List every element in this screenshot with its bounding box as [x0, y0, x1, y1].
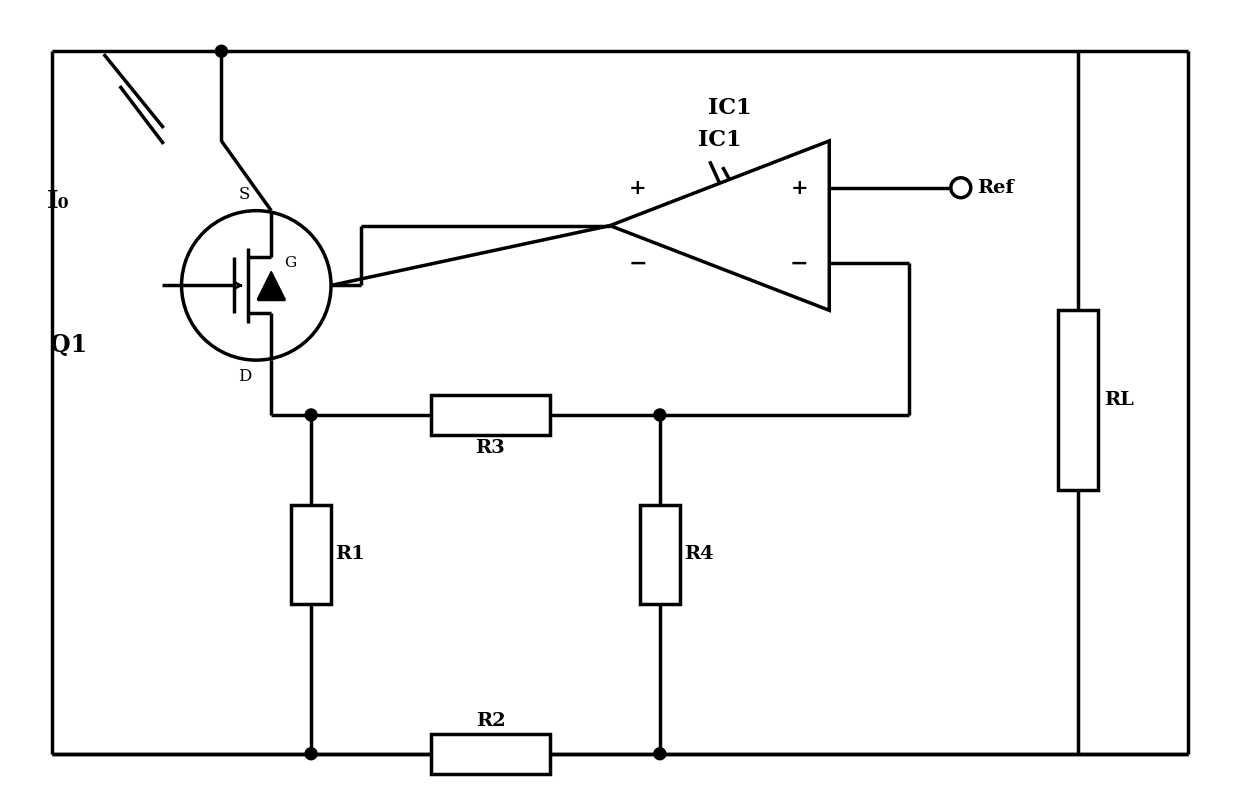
Bar: [430, 395, 551, 435]
Text: D: D: [238, 368, 250, 385]
Text: RL: RL: [1105, 391, 1135, 409]
Circle shape: [305, 748, 317, 760]
Circle shape: [305, 409, 317, 421]
Polygon shape: [257, 272, 285, 299]
Text: IC1: IC1: [698, 130, 742, 152]
Circle shape: [216, 45, 227, 57]
Bar: [640, 505, 680, 604]
Text: +: +: [791, 178, 808, 198]
Text: +: +: [629, 178, 647, 198]
Text: I₀: I₀: [47, 189, 69, 213]
Circle shape: [653, 748, 666, 760]
Text: G: G: [284, 257, 296, 270]
Text: R4: R4: [683, 545, 713, 563]
Bar: [291, 505, 331, 604]
Circle shape: [653, 409, 666, 421]
Text: Q1: Q1: [50, 333, 87, 357]
Bar: [430, 734, 551, 773]
Bar: [1059, 310, 1099, 490]
Text: −: −: [629, 253, 647, 274]
Text: Ref: Ref: [977, 179, 1013, 197]
Text: S: S: [238, 186, 250, 203]
Text: R2: R2: [476, 712, 505, 730]
Text: R3: R3: [476, 439, 506, 457]
Text: IC1: IC1: [708, 97, 751, 119]
Text: R1: R1: [335, 545, 365, 563]
Polygon shape: [610, 141, 830, 310]
Text: −: −: [790, 253, 808, 274]
